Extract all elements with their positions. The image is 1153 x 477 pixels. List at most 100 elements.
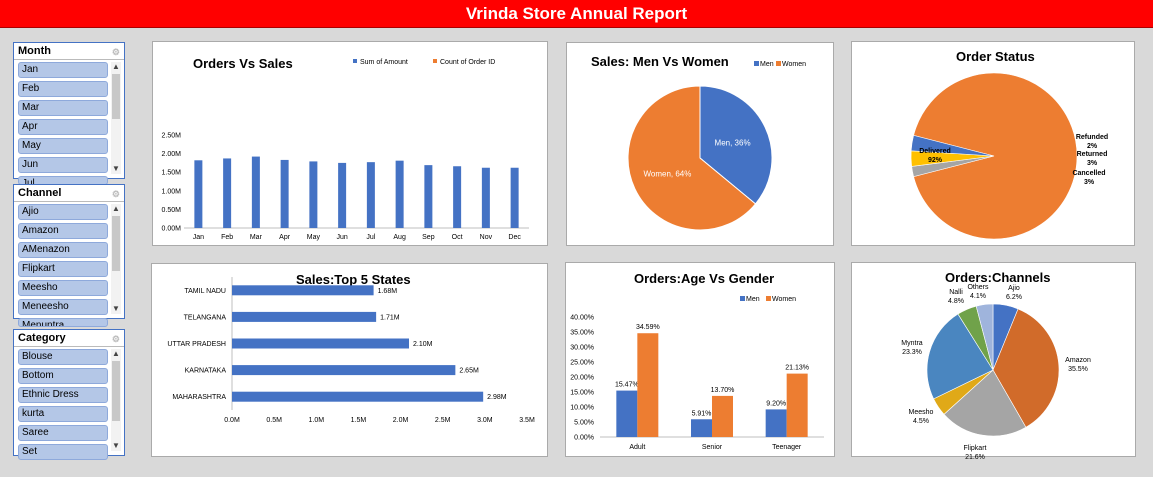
data-label-value: 3% <box>1084 179 1095 186</box>
slicer-item-amazon[interactable]: Amazon <box>18 223 108 239</box>
scroll-up-icon[interactable]: ▲ <box>112 349 120 358</box>
men-vs-women-panel[interactable]: Sales: Men Vs Women Men, 36% Women, 64% Me… <box>566 42 834 246</box>
slicer-item-mar[interactable]: Mar <box>18 100 108 116</box>
pie-slice-men <box>699 85 773 205</box>
data-label-name: Nalli <box>949 289 963 296</box>
chart-title: Sales: Men Vs Women <box>591 54 729 69</box>
slicer-item-amenazon[interactable]: AMenazon <box>18 242 108 258</box>
legend-swatch-count-of-order-id <box>433 59 437 63</box>
slicer-item-meneesho[interactable]: Meneesho <box>18 299 108 315</box>
month-slicer[interactable]: Month ⚙ Jan Feb Mar Apr May Jun Jul ▲ ▼ <box>13 42 125 185</box>
slicer-item-bottom[interactable]: Bottom <box>18 368 108 384</box>
y-tick-label: 1.50M <box>162 170 182 177</box>
data-label-name: Ajio <box>1008 285 1020 292</box>
data-label-name: Flipkart <box>964 445 987 452</box>
scroll-down-icon[interactable]: ▼ <box>112 304 120 313</box>
scroll-down-icon[interactable]: ▼ <box>112 164 120 173</box>
data-label: 34.59% <box>636 324 660 331</box>
month-scrollbar[interactable]: ▲ ▼ <box>111 62 121 174</box>
x-tick-label: 1.5M <box>351 417 367 424</box>
data-label: 2.98M <box>487 394 507 401</box>
scroll-up-icon[interactable]: ▲ <box>112 204 120 213</box>
x-tick-label: Feb <box>221 234 233 241</box>
clear-filter-icon[interactable]: ⚙ <box>111 334 120 344</box>
bar-jan <box>194 160 203 228</box>
y-tick-label: 25.00% <box>570 360 594 367</box>
bar-mar <box>251 156 260 228</box>
scroll-thumb[interactable] <box>112 361 120 421</box>
orders-vs-sales-panel[interactable]: Orders Vs Sales Sum of Amount Count of Or… <box>152 41 548 246</box>
slicer-item-apr[interactable]: Apr <box>18 119 108 135</box>
bar-adult-women <box>637 333 659 437</box>
category-slicer-title: Category <box>18 332 66 344</box>
bar-teenager-women <box>786 373 808 437</box>
y-tick-label: TELANGANA <box>184 314 227 321</box>
legend-label-sum-of-amount: Sum of Amount <box>360 59 408 66</box>
slicer-item-ethnic-dress[interactable]: Ethnic Dress <box>18 387 108 403</box>
scroll-up-icon[interactable]: ▲ <box>112 62 120 71</box>
slicer-item-saree[interactable]: Saree <box>18 425 108 441</box>
slicer-item-jun[interactable]: Jun <box>18 157 108 173</box>
slicer-item-kurta[interactable]: kurta <box>18 406 108 422</box>
top-states-panel[interactable]: Sales:Top 5 States TAMIL NADU 1.68M TELANG… <box>151 263 548 457</box>
y-tick-label: 10.00% <box>570 405 594 412</box>
pie-slice-amazon <box>992 308 1060 428</box>
age-vs-gender-panel[interactable]: Orders:Age Vs Gender 0.00% 5.00% 10.00% 15.… <box>565 262 835 457</box>
order-status-panel[interactable]: Order Status Delivered 92% Refunded 2% Retur… <box>851 41 1135 246</box>
y-tick-label: UTTAR PRADESH <box>167 341 226 348</box>
slicer-item-jan[interactable]: Jan <box>18 62 108 78</box>
pie-slice-delivered <box>913 72 1078 240</box>
data-label-value: 4.1% <box>970 293 986 300</box>
data-label-value: 2% <box>1087 143 1098 150</box>
report-title: Vrinda Store Annual Report <box>465 4 688 23</box>
y-tick-label: 35.00% <box>570 330 594 337</box>
y-tick-label: MAHARASHTRA <box>172 394 226 401</box>
scroll-thumb[interactable] <box>112 74 120 119</box>
x-tick-label: Teenager <box>772 444 802 451</box>
legend-label-count-of-order-id: Count of Order ID <box>440 59 495 66</box>
channels-panel[interactable]: Orders:Channels Ajio 6.2% Amazon 35.5% Flipk… <box>851 262 1136 461</box>
slicer-item-may[interactable]: May <box>18 138 108 154</box>
x-tick-label: Senior <box>702 444 723 451</box>
slicer-item-set[interactable]: Set <box>18 444 108 460</box>
data-label-name: Myntra <box>901 340 923 347</box>
data-label-name: Meesho <box>909 409 934 416</box>
channel-scrollbar[interactable]: ▲ ▼ <box>111 204 121 314</box>
men-vs-women-chart: Men, 36% Women, 64% Men Women <box>627 61 806 231</box>
y-tick-label: KARNATAKA <box>185 368 227 375</box>
slicer-item-feb[interactable]: Feb <box>18 81 108 97</box>
data-label-name: Delivered <box>919 148 951 155</box>
channel-slicer-title: Channel <box>18 187 62 199</box>
slicer-item-blouse[interactable]: Blouse <box>18 349 108 365</box>
category-slicer[interactable]: Category ⚙ Blouse Bottom Ethnic Dress ku… <box>13 329 125 460</box>
y-tick-label: 0.00% <box>574 435 594 442</box>
scroll-thumb[interactable] <box>112 216 120 271</box>
slicer-item-meesho[interactable]: Meesho <box>18 280 108 296</box>
channels-chart: Ajio 6.2% Amazon 35.5% Flipkart 21.6% Meesho 4.… <box>901 284 1091 461</box>
slicer-item-ajio[interactable]: Ajio <box>18 204 108 220</box>
bar-may <box>309 161 318 228</box>
bar-senior-women <box>712 395 733 437</box>
chart-title: Orders Vs Sales <box>193 56 293 71</box>
bar-dec <box>510 167 519 228</box>
legend-swatch-women <box>776 61 781 66</box>
x-tick-label: 3.5M <box>519 417 535 424</box>
y-tick-label: 0.00M <box>162 226 182 233</box>
slicer-item-menuntra[interactable]: Menuntra <box>18 318 108 327</box>
slicer-item-flipkart[interactable]: Flipkart <box>18 261 108 277</box>
scroll-down-icon[interactable]: ▼ <box>112 441 120 450</box>
bar-telangana <box>232 311 377 322</box>
category-slicer-list: Blouse Bottom Ethnic Dress kurta Saree S… <box>18 349 108 463</box>
y-tick-label: 2.00M <box>162 151 182 158</box>
clear-filter-icon[interactable]: ⚙ <box>111 189 120 199</box>
y-tick-label: 20.00% <box>570 375 594 382</box>
channel-slicer[interactable]: Channel ⚙ Ajio Amazon AMenazon Flipkart … <box>13 184 125 327</box>
x-tick-label: Sep <box>422 234 435 241</box>
x-tick-label: 0.5M <box>266 417 282 424</box>
category-scrollbar[interactable]: ▲ ▼ <box>111 349 121 451</box>
y-tick-label: 5.00% <box>574 420 594 427</box>
clear-filter-icon[interactable]: ⚙ <box>111 47 120 57</box>
legend-swatch-sum-of-amount <box>353 59 357 63</box>
data-label-value: 4.5% <box>913 418 929 425</box>
bar-teenager-men <box>765 409 787 437</box>
